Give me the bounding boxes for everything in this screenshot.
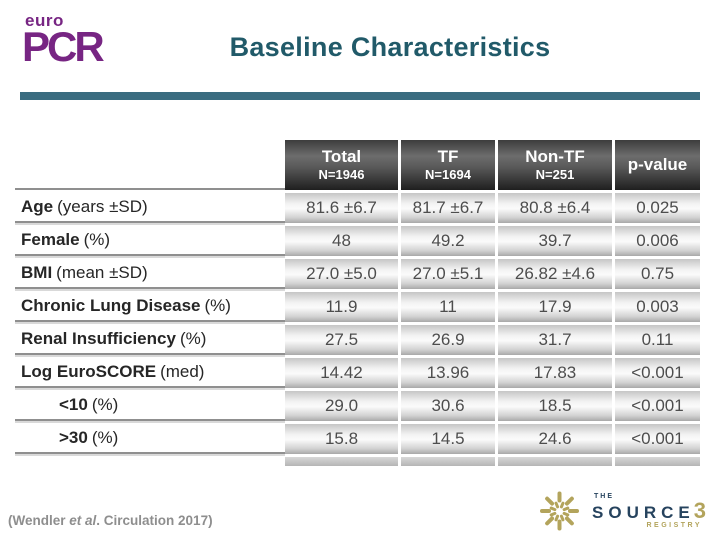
row-label-bold: Age <box>21 197 54 216</box>
column-header-n: N=1694 <box>425 167 471 183</box>
citation: (Wendler et al. Circulation 2017) <box>8 513 213 528</box>
column-header-title: TF <box>437 146 459 166</box>
cell-value: 49.2 <box>398 226 495 256</box>
cell-value: 0.003 <box>612 292 700 322</box>
table-tail-band <box>285 457 398 466</box>
row-label-bold: BMI <box>21 263 53 282</box>
source3-logo-number: 3 <box>693 498 706 523</box>
row-label: BMI (mean ±SD) <box>15 259 285 289</box>
row-label-bold: Renal Insufficiency <box>21 329 176 348</box>
row-label-rest: (med) <box>160 362 205 381</box>
cell-value: 17.9 <box>495 292 612 322</box>
citation-etal: et al <box>69 513 97 528</box>
table-tail-spacer <box>15 457 285 466</box>
cell-value: 0.11 <box>612 325 700 355</box>
cell-value: 31.7 <box>495 325 612 355</box>
row-label-bold: >30 <box>59 428 88 447</box>
row-label: <10 (%) <box>15 391 285 421</box>
cell-value: 0.006 <box>612 226 700 256</box>
cell-value: 0.75 <box>612 259 700 289</box>
cell-value: 17.83 <box>495 358 612 388</box>
cell-value: <0.001 <box>612 424 700 454</box>
source3-logo: THE SOURCE 3 REGISTRY <box>536 488 706 534</box>
europcr-logo-euro: euro <box>25 11 64 30</box>
cell-value: 26.9 <box>398 325 495 355</box>
row-label-bold: Female <box>21 230 80 249</box>
cell-value: <0.001 <box>612 391 700 421</box>
title-divider <box>20 92 700 100</box>
cell-value: 39.7 <box>495 226 612 256</box>
cell-value: 24.6 <box>495 424 612 454</box>
europcr-logo-pcr: PCR <box>22 23 105 70</box>
column-header-pvalue: p-value <box>612 140 700 190</box>
row-label-rest: (years ±SD) <box>57 197 148 216</box>
row-label-bold: Log EuroSCORE <box>21 362 157 381</box>
cell-value: 26.82 ±4.6 <box>495 259 612 289</box>
row-label: Chronic Lung Disease (%) <box>15 292 285 322</box>
table-tail-band <box>398 457 495 466</box>
source3-logo-name: SOURCE <box>592 503 695 522</box>
cell-value: 27.0 ±5.0 <box>285 259 398 289</box>
cell-value: 14.42 <box>285 358 398 388</box>
table-tail-band <box>612 457 700 466</box>
row-label: Age (years ±SD) <box>15 193 285 223</box>
cell-value: 11.9 <box>285 292 398 322</box>
column-header-nontf: Non-TF N=251 <box>495 140 612 190</box>
column-header-tf: TF N=1694 <box>398 140 495 190</box>
page-title: Baseline Characteristics <box>229 32 551 62</box>
cell-value: 29.0 <box>285 391 398 421</box>
source3-logo-main: SOURCE 3 <box>592 500 706 522</box>
cell-value: 15.8 <box>285 424 398 454</box>
cell-value: 0.025 <box>612 193 700 223</box>
cell-value: <0.001 <box>612 358 700 388</box>
cell-value: 30.6 <box>398 391 495 421</box>
cell-value: 81.6 ±6.7 <box>285 193 398 223</box>
citation-prefix: (Wendler <box>8 513 70 528</box>
starburst-icon <box>536 488 582 534</box>
column-header-title: Non-TF <box>525 146 585 166</box>
source3-logo-registry: REGISTRY <box>646 522 702 529</box>
row-label-rest: (%) <box>83 230 111 249</box>
column-header-n: N=251 <box>535 167 575 183</box>
cell-value: 81.7 ±6.7 <box>398 193 495 223</box>
row-label-rest: (%) <box>91 428 119 447</box>
cell-value: 11 <box>398 292 495 322</box>
baseline-characteristics-table: Total N=1946 TF N=1694 Non-TF N=251 p-va… <box>15 140 700 466</box>
row-label: >30 (%) <box>15 424 285 454</box>
source3-logo-the: THE <box>594 493 615 500</box>
column-header-n: N=1946 <box>318 167 365 183</box>
cell-value: 14.5 <box>398 424 495 454</box>
row-label-rest: (mean ±SD) <box>56 263 148 282</box>
europcr-logo: euro PCR <box>22 11 105 70</box>
row-label: Female (%) <box>15 226 285 256</box>
cell-value: 18.5 <box>495 391 612 421</box>
row-label: Renal Insufficiency (%) <box>15 325 285 355</box>
header-label-spacer <box>15 140 285 190</box>
cell-value: 48 <box>285 226 398 256</box>
cell-value: 80.8 ±6.4 <box>495 193 612 223</box>
citation-suffix: . Circulation 2017) <box>96 513 213 528</box>
row-label-rest: (%) <box>204 296 231 315</box>
column-header-title: Total <box>321 146 362 166</box>
row-label-rest: (%) <box>91 395 119 414</box>
table-tail-band <box>495 457 612 466</box>
row-label-bold: Chronic Lung Disease <box>21 296 201 315</box>
cell-value: 13.96 <box>398 358 495 388</box>
cell-value: 27.5 <box>285 325 398 355</box>
column-header-total: Total N=1946 <box>285 140 398 190</box>
row-label: Log EuroSCORE (med) <box>15 358 285 388</box>
cell-value: 27.0 ±5.1 <box>398 259 495 289</box>
row-label-rest: (%) <box>179 329 207 348</box>
row-label-bold: <10 <box>59 395 88 414</box>
source3-logo-text: THE SOURCE 3 REGISTRY <box>592 493 706 529</box>
